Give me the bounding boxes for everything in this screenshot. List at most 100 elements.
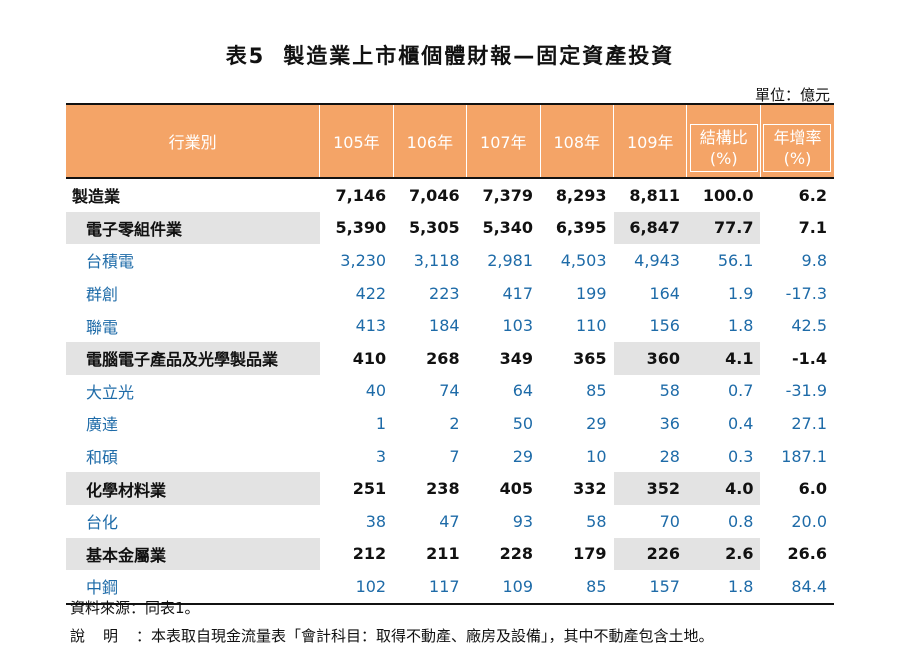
row-name: 基本金屬業 <box>66 537 320 571</box>
row-value: 360 <box>613 341 687 375</box>
table-row: 大立光 40 74 64 85 58 0.7 -31.9 <box>66 375 834 408</box>
explanation-note: 說明：本表取自現金流量表「會計科目：取得不動產、廠房及設備」，其中不動產包含土地… <box>70 627 714 645</box>
row-value: 352 <box>613 472 687 505</box>
row-value: 50 <box>512 413 534 433</box>
table-row: 和碩 3 7 29 10 28 0.3 187.1 <box>66 440 834 473</box>
row-value: 184 <box>429 316 460 336</box>
row-value: 5,390 <box>319 211 394 245</box>
unit-label: 單位：億元 <box>754 86 830 104</box>
row-value: 10 <box>586 446 607 466</box>
row-value: 7 <box>449 446 460 466</box>
row-value: 26.6 <box>760 537 834 571</box>
row-value: 74 <box>439 381 460 401</box>
row-value: 4.1 <box>686 341 761 375</box>
row-value: 47 <box>439 511 460 531</box>
table-row: 廣達 1 2 50 29 36 0.4 27.1 <box>66 407 834 440</box>
row-value: 8,293 <box>555 185 607 205</box>
row-value: 3 <box>375 446 387 466</box>
row-value: 223 <box>429 283 460 303</box>
row-value: 29 <box>512 446 534 466</box>
row-name: 廣達 <box>86 415 119 435</box>
row-value: 413 <box>355 316 387 336</box>
row-value: 1 <box>375 413 387 433</box>
row-value: 7.1 <box>760 211 834 245</box>
row-value: 6,395 <box>540 211 614 245</box>
row-value: 268 <box>393 341 467 375</box>
table-row: 中鋼 102 117 109 85 157 1.8 84.4 <box>66 570 834 605</box>
row-name: 電腦電子產品及光學製品業 <box>66 341 320 375</box>
header-growth: 年增率 (%) <box>759 103 834 179</box>
row-value: 3,230 <box>340 250 387 270</box>
row-value: 1.9 <box>728 283 754 303</box>
row-value: 365 <box>540 341 614 375</box>
row-value: 40 <box>365 381 387 401</box>
row-value: 20.0 <box>791 511 827 531</box>
row-value: 36 <box>659 413 680 433</box>
table-row: 電子零組件業 5,390 5,305 5,340 6,395 6,847 77.7 7.1 <box>66 211 834 245</box>
row-name: 聯電 <box>86 317 119 337</box>
row-value: 187.1 <box>781 446 827 466</box>
table-row: 聯電 413 184 103 110 156 1.8 42.5 <box>66 309 834 342</box>
row-value: 211 <box>393 537 467 571</box>
row-value: 405 <box>466 472 541 505</box>
row-value: 0.4 <box>728 413 754 433</box>
table-row: 製造業 7,146 7,046 7,379 8,293 8,811 100.0 6.2 <box>66 178 834 212</box>
row-value: 29 <box>586 413 607 433</box>
table-body: 製造業 7,146 7,046 7,379 8,293 8,811 100.0 6.2 電子零組… <box>66 178 834 605</box>
row-value: 103 <box>502 316 534 336</box>
row-value: 410 <box>319 341 394 375</box>
table-title: 表5 製造業上市櫃個體財報—固定資產投資 <box>0 40 900 70</box>
header-year: 105年 <box>319 103 394 179</box>
row-value: 4,943 <box>634 250 680 270</box>
row-value: 38 <box>365 511 387 531</box>
row-value: 332 <box>540 472 614 505</box>
row-value: 93 <box>512 511 534 531</box>
row-value: 77.7 <box>686 211 761 245</box>
row-value: 0.3 <box>728 446 754 466</box>
row-value: 164 <box>649 283 680 303</box>
row-value: 56.1 <box>717 250 754 270</box>
row-value: 85 <box>586 381 607 401</box>
row-value: 6.2 <box>798 185 827 205</box>
row-value: 9.8 <box>801 250 827 270</box>
header-row: 行業別 105年 106年 107年 108年 109年 結構比 (%) 年增率(… <box>66 103 834 179</box>
row-value: 6.0 <box>760 472 834 505</box>
row-value: 8,811 <box>629 185 680 205</box>
row-value: 199 <box>575 283 607 303</box>
row-value: 417 <box>502 283 534 303</box>
row-value: 238 <box>393 472 467 505</box>
row-value: 5,305 <box>393 211 467 245</box>
row-value: 212 <box>319 537 394 571</box>
row-value: 102 <box>319 570 394 605</box>
header-year: 107年 <box>466 103 541 179</box>
row-value: 1.8 <box>728 316 754 336</box>
row-value: -1.4 <box>760 341 834 375</box>
row-name: 電子零組件業 <box>66 211 320 245</box>
row-name: 和碩 <box>86 448 119 468</box>
row-value: 349 <box>466 341 541 375</box>
investment-table: 行業別 105年 106年 107年 108年 109年 結構比 (%) 年增率(… <box>66 103 834 605</box>
row-name: 群創 <box>86 285 119 305</box>
row-value: 1.8 <box>686 570 761 605</box>
table-row: 電腦電子產品及光學製品業 410 268 349 365 360 4.1 -1.4 <box>66 341 834 375</box>
table-row: 化學材料業 251 238 405 332 352 4.0 6.0 <box>66 472 834 505</box>
row-value: 3,118 <box>413 250 460 270</box>
row-value: 179 <box>540 537 614 571</box>
table-row: 群創 422 223 417 199 164 1.9 -17.3 <box>66 277 834 310</box>
row-value: -17.3 <box>785 283 827 303</box>
row-value: 28 <box>659 446 680 466</box>
table-row: 台化 38 47 93 58 70 0.8 20.0 <box>66 505 834 538</box>
row-name: 中鋼 <box>66 570 320 605</box>
row-value: 109 <box>466 570 541 605</box>
table-number: 表5 <box>225 44 266 68</box>
header-share: 結構比 (%) <box>686 103 761 179</box>
row-value: 70 <box>659 511 680 531</box>
row-value: 42.5 <box>791 316 827 336</box>
table-row: 基本金屬業 212 211 228 179 226 2.6 26.6 <box>66 537 834 571</box>
row-value: 251 <box>319 472 394 505</box>
row-value: 2 <box>449 413 460 433</box>
row-value: 58 <box>659 381 680 401</box>
row-value: 117 <box>393 570 467 605</box>
row-value: 84.4 <box>760 570 834 605</box>
header-industry: 行業別 <box>66 103 320 179</box>
